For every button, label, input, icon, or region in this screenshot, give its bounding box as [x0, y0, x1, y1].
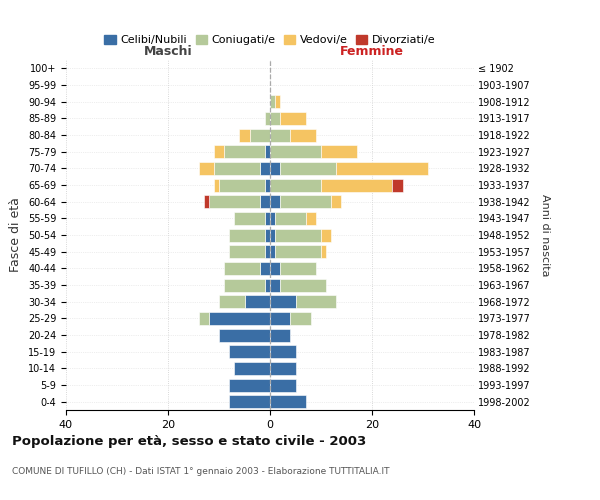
Bar	[280, 112, 306, 125]
Bar	[337, 162, 428, 175]
Bar	[321, 145, 356, 158]
Bar	[265, 212, 270, 225]
Bar	[199, 162, 214, 175]
Bar	[234, 212, 265, 225]
Bar	[270, 112, 280, 125]
Bar	[270, 395, 306, 408]
Bar	[265, 178, 270, 192]
Text: COMUNE DI TUFILLO (CH) - Dati ISTAT 1° gennaio 2003 - Elaborazione TUTTITALIA.IT: COMUNE DI TUFILLO (CH) - Dati ISTAT 1° g…	[12, 468, 389, 476]
Bar	[270, 262, 280, 275]
Bar	[290, 128, 316, 141]
Bar	[331, 195, 341, 208]
Bar	[245, 295, 270, 308]
Bar	[235, 362, 270, 375]
Bar	[204, 195, 209, 208]
Bar	[239, 128, 250, 141]
Bar	[306, 212, 316, 225]
Bar	[321, 245, 326, 258]
Bar	[270, 362, 296, 375]
Bar	[275, 245, 321, 258]
Bar	[260, 262, 270, 275]
Bar	[270, 128, 290, 141]
Bar	[224, 262, 260, 275]
Bar	[265, 145, 270, 158]
Text: Maschi: Maschi	[143, 44, 193, 58]
Bar	[209, 195, 260, 208]
Bar	[270, 212, 275, 225]
Bar	[270, 178, 321, 192]
Bar	[219, 295, 245, 308]
Bar	[260, 162, 270, 175]
Bar	[209, 312, 270, 325]
Bar	[265, 245, 270, 258]
Y-axis label: Anni di nascita: Anni di nascita	[541, 194, 550, 276]
Bar	[214, 145, 224, 158]
Bar	[214, 162, 260, 175]
Bar	[275, 212, 306, 225]
Bar	[229, 378, 270, 392]
Bar	[270, 328, 290, 342]
Bar	[224, 278, 265, 291]
Bar	[280, 278, 326, 291]
Bar	[280, 162, 337, 175]
Bar	[229, 228, 265, 241]
Bar	[265, 112, 270, 125]
Bar	[270, 295, 296, 308]
Bar	[392, 178, 403, 192]
Bar	[296, 295, 337, 308]
Text: Femmine: Femmine	[340, 44, 404, 58]
Bar	[270, 195, 280, 208]
Bar	[265, 278, 270, 291]
Bar	[224, 145, 265, 158]
Bar	[260, 195, 270, 208]
Bar	[270, 312, 290, 325]
Bar	[270, 345, 296, 358]
Bar	[229, 245, 265, 258]
Bar	[270, 145, 321, 158]
Bar	[229, 395, 270, 408]
Bar	[270, 162, 280, 175]
Bar	[250, 128, 270, 141]
Bar	[275, 228, 321, 241]
Bar	[265, 228, 270, 241]
Text: Popolazione per età, sesso e stato civile - 2003: Popolazione per età, sesso e stato civil…	[12, 435, 366, 448]
Bar	[290, 312, 311, 325]
Bar	[219, 178, 265, 192]
Bar	[270, 95, 275, 108]
Bar	[280, 195, 331, 208]
Bar	[199, 312, 209, 325]
Bar	[219, 328, 270, 342]
Bar	[321, 178, 392, 192]
Bar	[270, 245, 275, 258]
Bar	[229, 345, 270, 358]
Bar	[280, 262, 316, 275]
Bar	[275, 95, 280, 108]
Legend: Celibi/Nubili, Coniugati/e, Vedovi/e, Divorziati/e: Celibi/Nubili, Coniugati/e, Vedovi/e, Di…	[100, 30, 440, 50]
Y-axis label: Fasce di età: Fasce di età	[10, 198, 22, 272]
Bar	[321, 228, 331, 241]
Bar	[214, 178, 219, 192]
Bar	[270, 278, 280, 291]
Bar	[270, 378, 296, 392]
Bar	[270, 228, 275, 241]
